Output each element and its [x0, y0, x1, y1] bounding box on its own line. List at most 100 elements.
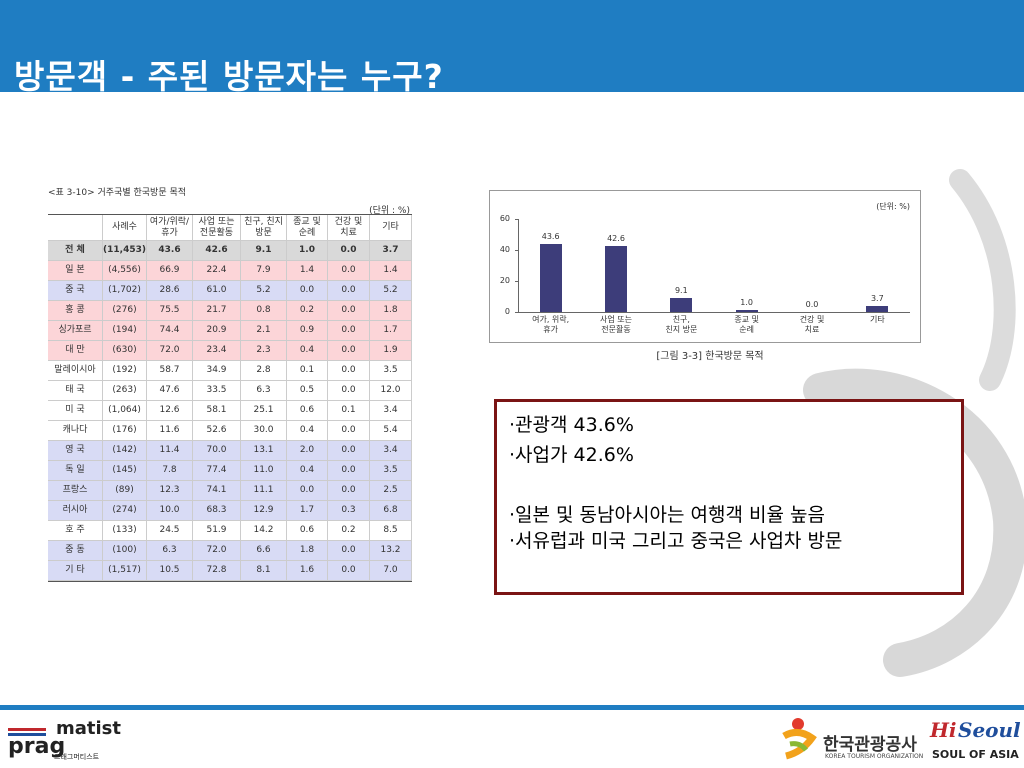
table-cell: 6.8	[370, 501, 412, 521]
table-cell: 3.7	[370, 241, 412, 261]
table-cell: 72.8	[193, 561, 241, 581]
table-cell: 42.6	[193, 241, 241, 261]
table-cell: 9.1	[241, 241, 287, 261]
chart-caption: [그림 3-3] 한국방문 목적	[656, 351, 764, 362]
table-cell: 0.9	[287, 321, 328, 341]
bullet-text: ·서유럽과 미국 그리고 중국은 사업차 방문	[509, 530, 843, 552]
x-tick-label: 친구, 친지 방문	[665, 315, 698, 334]
table-cell: 0.0	[328, 461, 370, 481]
hiseoul-seoul: Seoul	[958, 718, 1021, 742]
row-label: 전 체	[48, 241, 103, 261]
table-cell: 0.0	[328, 241, 370, 261]
y-tick-label: 60	[499, 214, 510, 223]
x-tick-label: 건강 및 치료	[799, 315, 825, 334]
bar	[539, 244, 562, 312]
summary-box: ·관광객 43.6% ·사업가 42.6% ·일본 및 동남아시아는 여행객 비율 …	[494, 399, 964, 595]
table-cell: (1,064)	[103, 401, 147, 421]
bar	[866, 306, 889, 312]
table-cell: 74.4	[147, 321, 193, 341]
row-label: 말레이시아	[48, 361, 103, 381]
column-header	[48, 215, 103, 241]
table-cell: 8.1	[241, 561, 287, 581]
table-cell: 12.0	[370, 381, 412, 401]
table-cell: 0.1	[328, 401, 370, 421]
row-label: 대 만	[48, 341, 103, 361]
table-cell: 2.1	[241, 321, 287, 341]
table-cell: (89)	[103, 481, 147, 501]
table-cell: 10.0	[147, 501, 193, 521]
table-cell: 0.0	[328, 541, 370, 561]
table-cell: 7.8	[147, 461, 193, 481]
table-cell: 6.6	[241, 541, 287, 561]
bar	[605, 245, 627, 312]
table-cell: 75.5	[147, 301, 193, 321]
table-cell: 0.0	[328, 441, 370, 461]
table-cell: 72.0	[193, 541, 241, 561]
table-cell: 1.9	[370, 341, 412, 361]
row-label: 태 국	[48, 381, 103, 401]
table-cell: 66.9	[147, 261, 193, 281]
table-cell: 2.5	[370, 481, 412, 501]
table-cell: (630)	[103, 341, 147, 361]
table-cell: 0.0	[328, 301, 370, 321]
slide-title: 방문객 - 주된 방문자는 누구?	[14, 57, 444, 96]
table-cell: 3.4	[370, 441, 412, 461]
table-cell: (11,453)	[103, 241, 147, 261]
table-cell: 68.3	[193, 501, 241, 521]
table-cell: 0.0	[328, 421, 370, 441]
footer-line	[0, 705, 1024, 710]
table-cell: 6.3	[147, 541, 193, 561]
table-cell: (194)	[103, 321, 147, 341]
row-label: 중 동	[48, 541, 103, 561]
table-cell: 74.1	[193, 481, 241, 501]
y-tick	[515, 219, 518, 220]
table-cell: 20.9	[193, 321, 241, 341]
table-cell: 14.2	[241, 521, 287, 541]
table-cell: 11.6	[147, 421, 193, 441]
row-label: 기 타	[48, 561, 103, 581]
table-cell: (1,517)	[103, 561, 147, 581]
logo-text: matist	[56, 718, 121, 739]
brush-stroke	[803, 368, 1024, 677]
table-cell: 34.9	[193, 361, 241, 381]
table-cell: 58.1	[193, 401, 241, 421]
column-header: 사업 또는 전문활동	[193, 215, 241, 241]
table-cell: 3.4	[370, 401, 412, 421]
row-label: 러시아	[48, 501, 103, 521]
bullet-text: ·관광객 43.6%	[509, 414, 634, 436]
table-cell: 0.0	[287, 281, 328, 301]
table-cell: 0.6	[287, 401, 328, 421]
x-axis	[518, 312, 910, 313]
table-cell: 23.4	[193, 341, 241, 361]
table-cell: (176)	[103, 421, 147, 441]
table-cell: 0.1	[287, 361, 328, 381]
table-cell: 33.5	[193, 381, 241, 401]
table-rule	[48, 214, 412, 215]
table-cell: (1,702)	[103, 281, 147, 301]
table-cell: 0.3	[328, 501, 370, 521]
table-cell: 1.8	[370, 301, 412, 321]
data-label: 1.0	[740, 298, 754, 308]
table-cell: (4,556)	[103, 261, 147, 281]
table-cell: 0.0	[328, 321, 370, 341]
x-tick-label: 여가, 위락, 휴가	[532, 315, 570, 334]
chart: (단위: %) 0 20 40 60 43.6 여가, 위락, 휴가 42.6 사업 또는 전…	[489, 190, 921, 343]
table-cell: 0.0	[328, 281, 370, 301]
y-axis	[518, 219, 519, 312]
column-header: 건강 및 치료	[328, 215, 370, 241]
y-tick-label: 40	[499, 245, 510, 254]
table-cell: (133)	[103, 521, 147, 541]
table-cell: 0.2	[287, 301, 328, 321]
table-cell: (100)	[103, 541, 147, 561]
table-cell: 0.6	[287, 521, 328, 541]
table-cell: 7.9	[241, 261, 287, 281]
table-cell: 1.4	[287, 261, 328, 281]
column-header: 친구, 친지 방문	[241, 215, 287, 241]
table-cell: 58.7	[147, 361, 193, 381]
table-cell: 0.0	[328, 341, 370, 361]
row-label: 독 일	[48, 461, 103, 481]
hiseoul-sub: SOUL OF ASIA	[932, 748, 1019, 761]
data-label: 0.0	[805, 300, 819, 309]
table-cell: 47.6	[147, 381, 193, 401]
table-cell: 13.1	[241, 441, 287, 461]
